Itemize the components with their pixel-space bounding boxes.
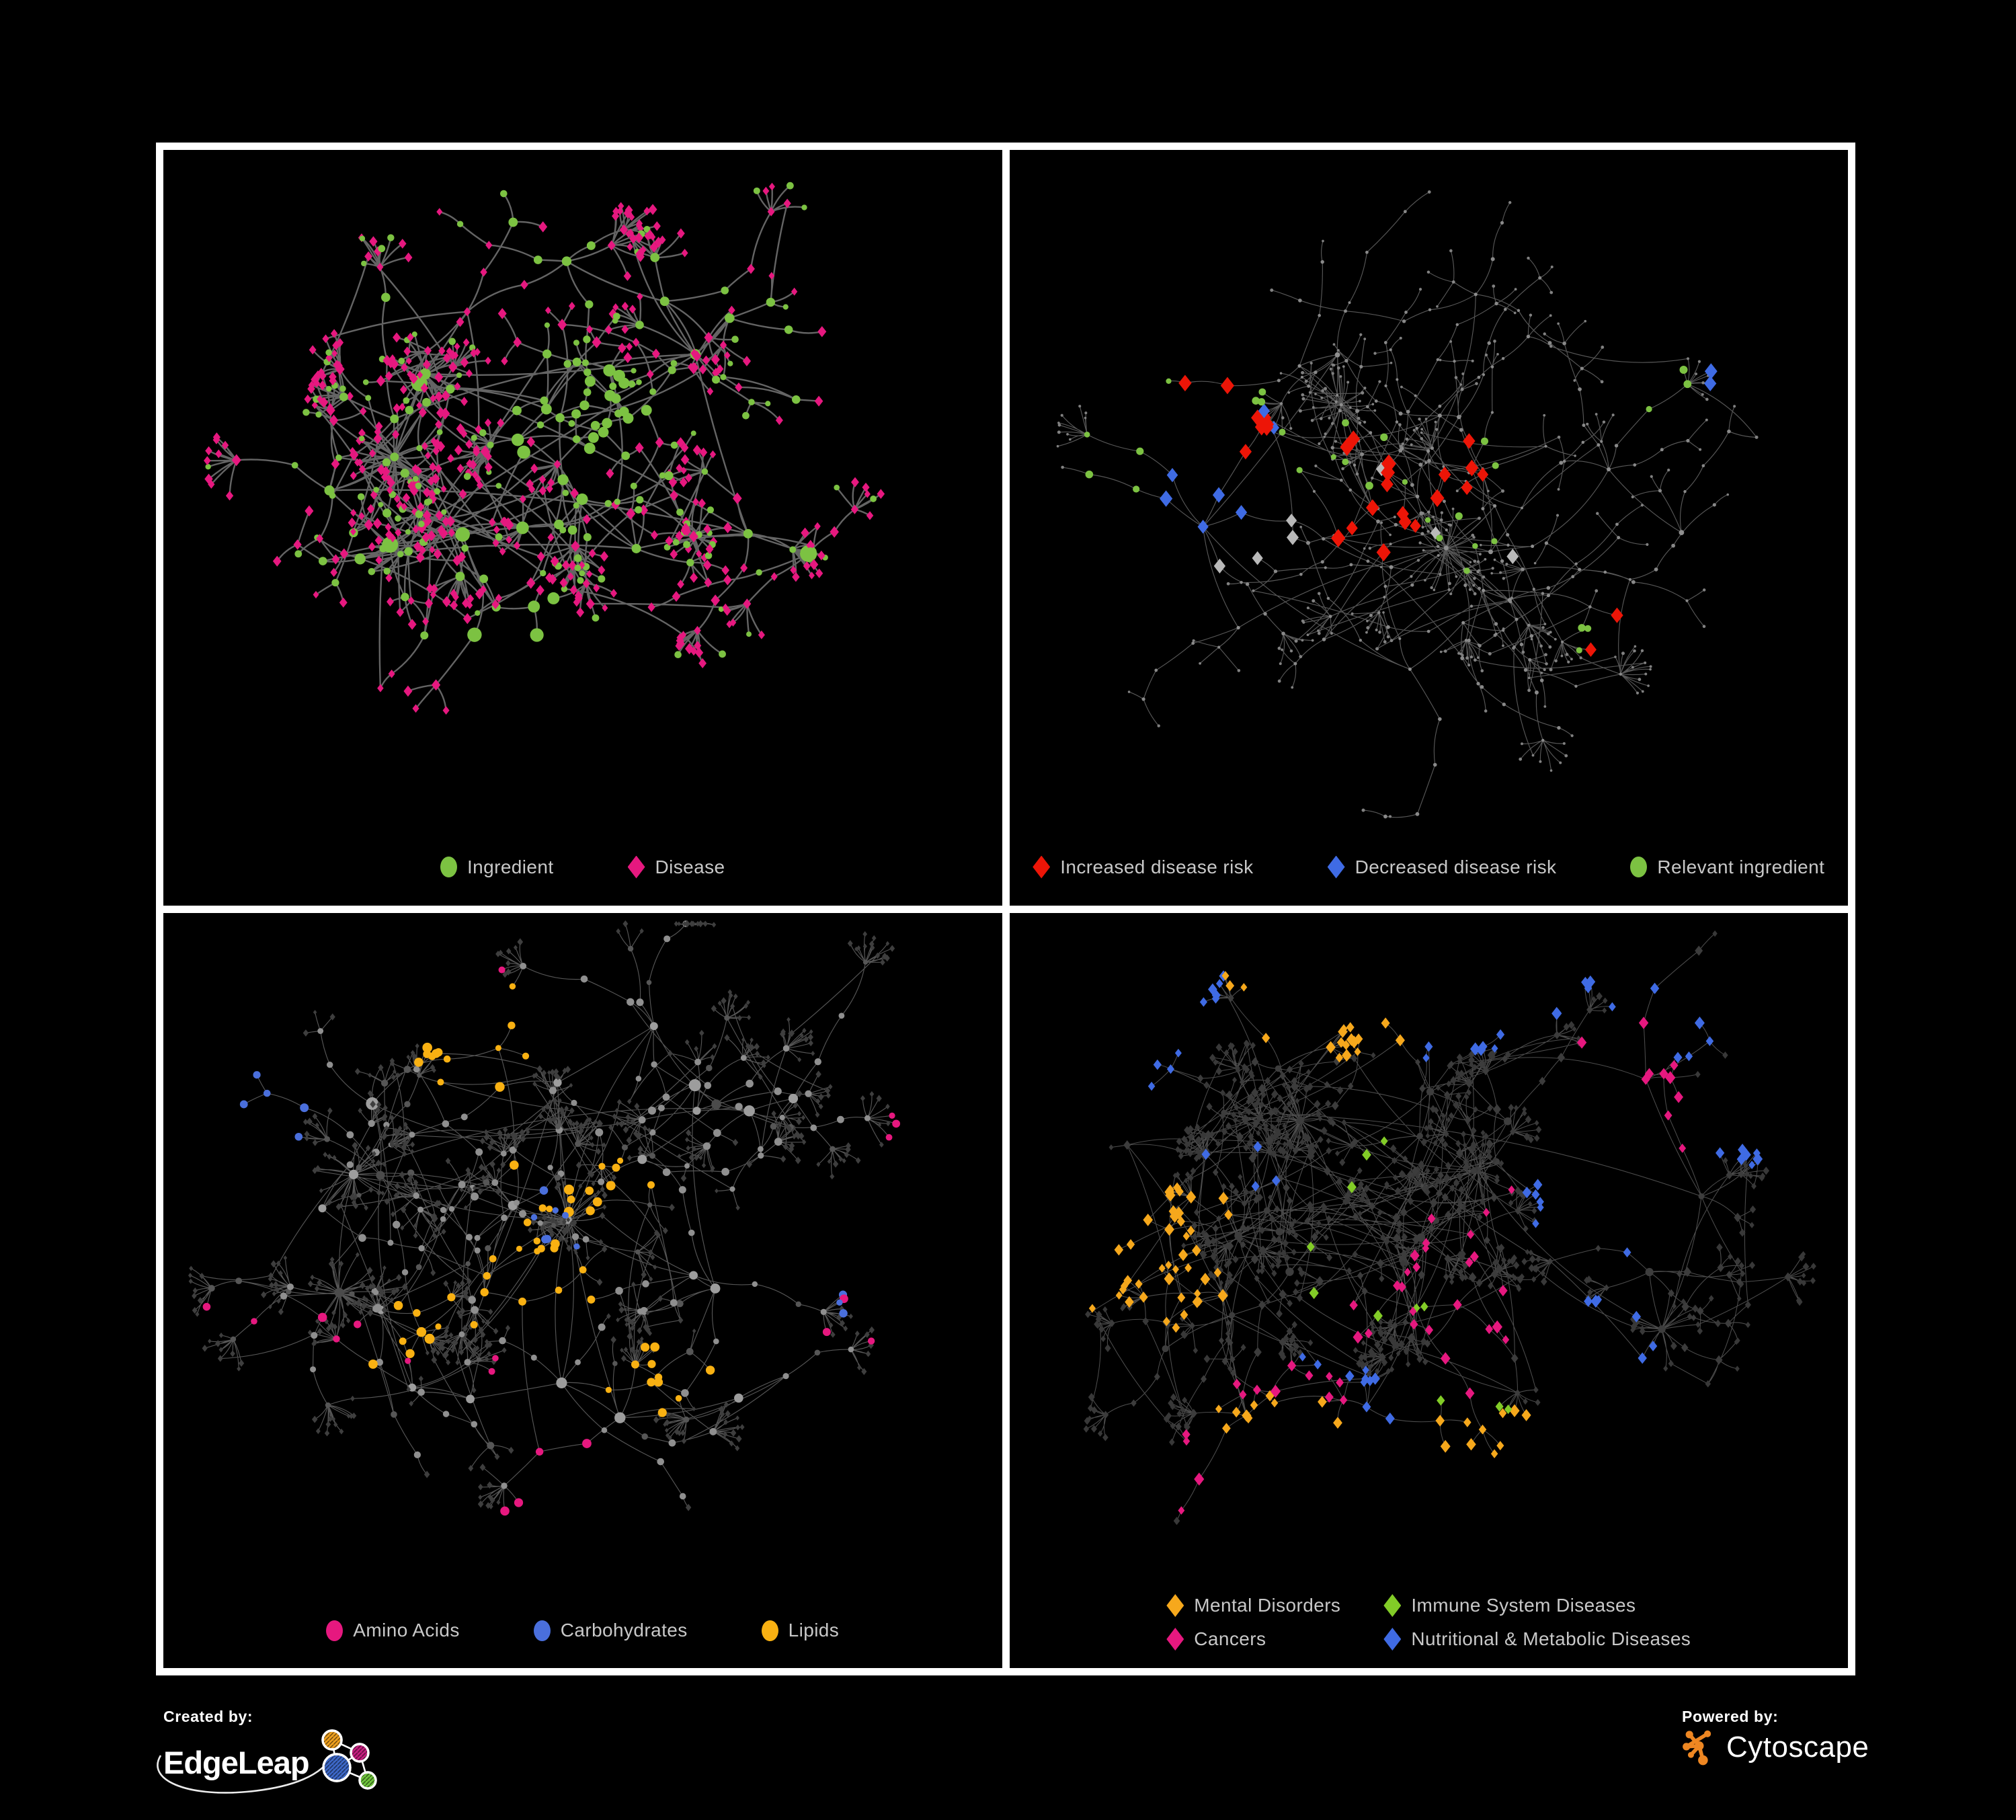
legend-item: Nutritional & Metabolic Diseases: [1383, 1628, 1691, 1651]
legend-label: Amino Acids: [353, 1620, 460, 1640]
edgeleap-logo-icon: [321, 1729, 377, 1790]
legend-disease-category: Mental Disorders Immune System Diseases Ca…: [1010, 1594, 1849, 1651]
legend-item: Decreased disease risk: [1327, 855, 1557, 879]
nutrient-class-network: [188, 920, 901, 1515]
legend-item: Ingredient: [440, 857, 554, 878]
legend-label: Cancers: [1194, 1628, 1266, 1649]
legend-label: Mental Disorders: [1194, 1595, 1341, 1616]
legend-label: Ingredient: [467, 856, 554, 877]
legend-item: Relevant ingredient: [1630, 857, 1824, 878]
legend-nutrient-class: Amino Acids Carbohydrates Lipids: [163, 1620, 1002, 1641]
panel-disease-category: Mental Disorders Immune System Diseases Ca…: [1009, 912, 1849, 1668]
legend-ingredient-disease: Ingredient Disease: [163, 855, 1002, 879]
disease-risk-network: [1056, 190, 1759, 819]
legend-item: Disease: [627, 855, 725, 879]
legend-marker-diamond: [1383, 1594, 1402, 1617]
panel-grid: Ingredient Disease Increased disease risk…: [156, 143, 1855, 1675]
legend-marker-circle: [761, 1620, 778, 1641]
cytoscape-wordmark: Cytoscape: [1726, 1731, 1869, 1764]
legend-label: Lipids: [788, 1620, 840, 1640]
legend-item: Mental Disorders: [1166, 1594, 1340, 1617]
powered-by-label: Powered by:: [1682, 1708, 1779, 1725]
legend-marker-diamond: [1327, 855, 1345, 879]
panel-disease-risk: Increased disease risk Decreased disease …: [1009, 150, 1849, 906]
legend-label: Carbohydrates: [560, 1620, 688, 1640]
legend-marker-circle: [440, 857, 457, 877]
legend-label: Disease: [655, 856, 725, 877]
legend-label: Immune System Diseases: [1411, 1595, 1636, 1616]
legend-item: Cancers: [1166, 1628, 1340, 1651]
edgeleap-brand-row: EdgeLeap: [157, 1729, 380, 1796]
legend-marker-diamond: [627, 855, 645, 879]
legend-marker-diamond: [1166, 1594, 1184, 1617]
legend-item: Increased disease risk: [1033, 855, 1254, 879]
cytoscape-brand-row: Cytoscape: [1682, 1729, 1869, 1766]
legend-marker-circle: [1630, 857, 1648, 877]
legend-label: Nutritional & Metabolic Diseases: [1411, 1628, 1691, 1649]
legend-label: Increased disease risk: [1060, 856, 1254, 877]
legend-item: Amino Acids: [326, 1620, 459, 1641]
edgeleap-credit: Created by: EdgeLeap: [157, 1708, 380, 1796]
edgeleap-swoosh: [157, 1753, 334, 1794]
created-by-label: Created by:: [163, 1708, 253, 1725]
legend-marker-diamond: [1383, 1628, 1402, 1651]
legend-item: Lipids: [761, 1620, 840, 1641]
cytoscape-icon: [1683, 1730, 1711, 1766]
legend-marker-diamond: [1166, 1628, 1184, 1651]
legend-item: Immune System Diseases: [1383, 1594, 1691, 1617]
legend-item: Carbohydrates: [533, 1620, 688, 1641]
cytoscape-credit: Powered by: Cytoscape: [1682, 1708, 1869, 1766]
edgeleap-wordmark: EdgeLeap: [163, 1744, 310, 1780]
legend-label: Decreased disease risk: [1355, 856, 1557, 877]
panel-ingredient-disease: Ingredient Disease: [163, 150, 1002, 906]
legend-marker-circle: [533, 1620, 551, 1641]
panel-nutrient-class: Amino Acids Carbohydrates Lipids: [163, 912, 1002, 1668]
legend-marker-diamond: [1033, 855, 1051, 879]
legend-marker-circle: [326, 1620, 344, 1641]
legend-label: Relevant ingredient: [1657, 856, 1825, 877]
disease-category-network: [1083, 930, 1816, 1525]
legend-disease-risk: Increased disease risk Decreased disease …: [1010, 855, 1849, 879]
ingredient-disease-network: [204, 182, 885, 715]
